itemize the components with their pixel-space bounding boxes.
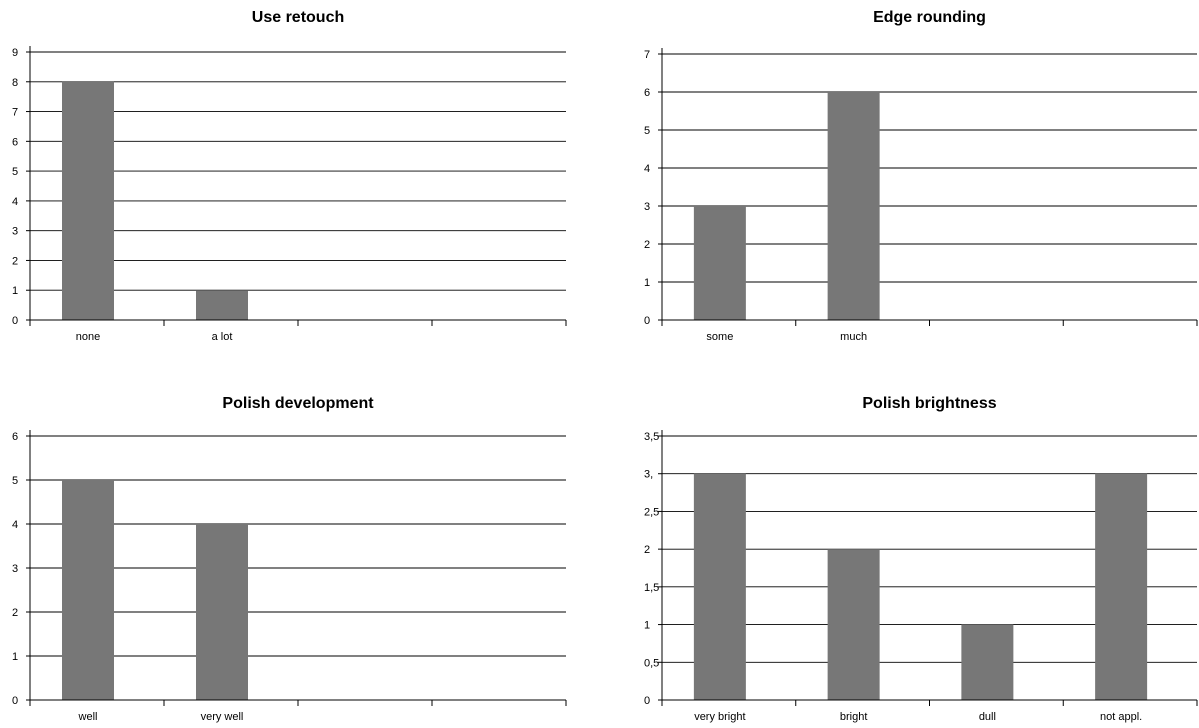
y-tick-label: 2 (12, 607, 18, 619)
y-tick-label: 0 (644, 315, 650, 327)
x-tick-label: very well (201, 711, 244, 723)
y-tick-label: 2 (644, 239, 650, 251)
y-tick-label: 1 (12, 285, 18, 297)
bar (827, 92, 880, 320)
y-tick-label: 0,5 (644, 657, 659, 669)
y-tick-label: 2 (12, 255, 18, 267)
y-tick-label: 1 (644, 277, 650, 289)
bar (827, 549, 880, 700)
y-tick-label: 0 (12, 315, 18, 327)
bar (693, 473, 746, 700)
x-tick-label: not appl. (1100, 711, 1142, 723)
bar (693, 206, 746, 320)
y-tick-label: 2 (644, 544, 650, 556)
y-tick-label: 5 (644, 125, 650, 137)
chart-title: Use retouch (252, 9, 344, 26)
x-tick-label: bright (840, 711, 868, 723)
y-tick-label: 3, (644, 469, 653, 481)
chart-polish-brightness: Polish brightness 0 0,5 1 1,5 2 2,5 3, 3,5 very … (644, 395, 1198, 723)
chart-polish-development: Polish development 0 1 2 3 4 5 6 well very well (12, 395, 567, 723)
y-tick-label: 5 (12, 475, 18, 487)
y-tick-label: 0 (12, 695, 18, 707)
x-tick-label: much (840, 331, 867, 343)
chart-edge-rounding: Edge rounding 0 1 2 3 4 5 6 7 some much (644, 9, 1198, 343)
x-tick-label: a lot (212, 331, 233, 343)
x-tick-label: some (706, 331, 733, 343)
y-tick-label: 6 (12, 136, 18, 148)
y-tick-label: 5 (12, 166, 18, 178)
bar (1095, 473, 1148, 700)
y-tick-label: 6 (644, 87, 650, 99)
x-tick-label: well (78, 711, 98, 723)
y-tick-label: 1 (12, 651, 18, 663)
y-tick-label: 4 (12, 519, 18, 531)
y-tick-label: 8 (12, 77, 18, 89)
chart-title: Edge rounding (873, 9, 986, 26)
bar (62, 81, 114, 321)
y-tick-label: 3 (644, 201, 650, 213)
y-tick-label: 1,5 (644, 582, 659, 594)
bar (196, 524, 248, 700)
y-tick-label: 6 (12, 431, 18, 443)
y-tick-label: 0 (644, 695, 650, 707)
y-tick-label: 4 (12, 196, 18, 208)
bar (196, 290, 248, 320)
x-tick-label: none (76, 331, 100, 343)
y-tick-label: 7 (12, 107, 18, 119)
chart-title: Polish development (222, 395, 374, 412)
x-tick-label: dull (979, 711, 996, 723)
y-tick-label: 4 (644, 163, 650, 175)
chart-use-retouch: Use retouch 0 1 2 3 4 5 6 7 8 9 none a lot (12, 9, 567, 343)
chart-title: Polish brightness (862, 395, 996, 412)
y-tick-label: 7 (644, 49, 650, 61)
y-tick-label: 9 (12, 47, 18, 59)
y-tick-label: 3,5 (644, 431, 659, 443)
y-tick-label: 1 (644, 620, 650, 632)
y-tick-label: 3 (12, 226, 18, 238)
x-tick-label: very bright (694, 711, 745, 723)
bar (62, 480, 114, 700)
bar (961, 624, 1014, 700)
y-tick-label: 2,5 (644, 506, 659, 518)
y-tick-label: 3 (12, 563, 18, 575)
